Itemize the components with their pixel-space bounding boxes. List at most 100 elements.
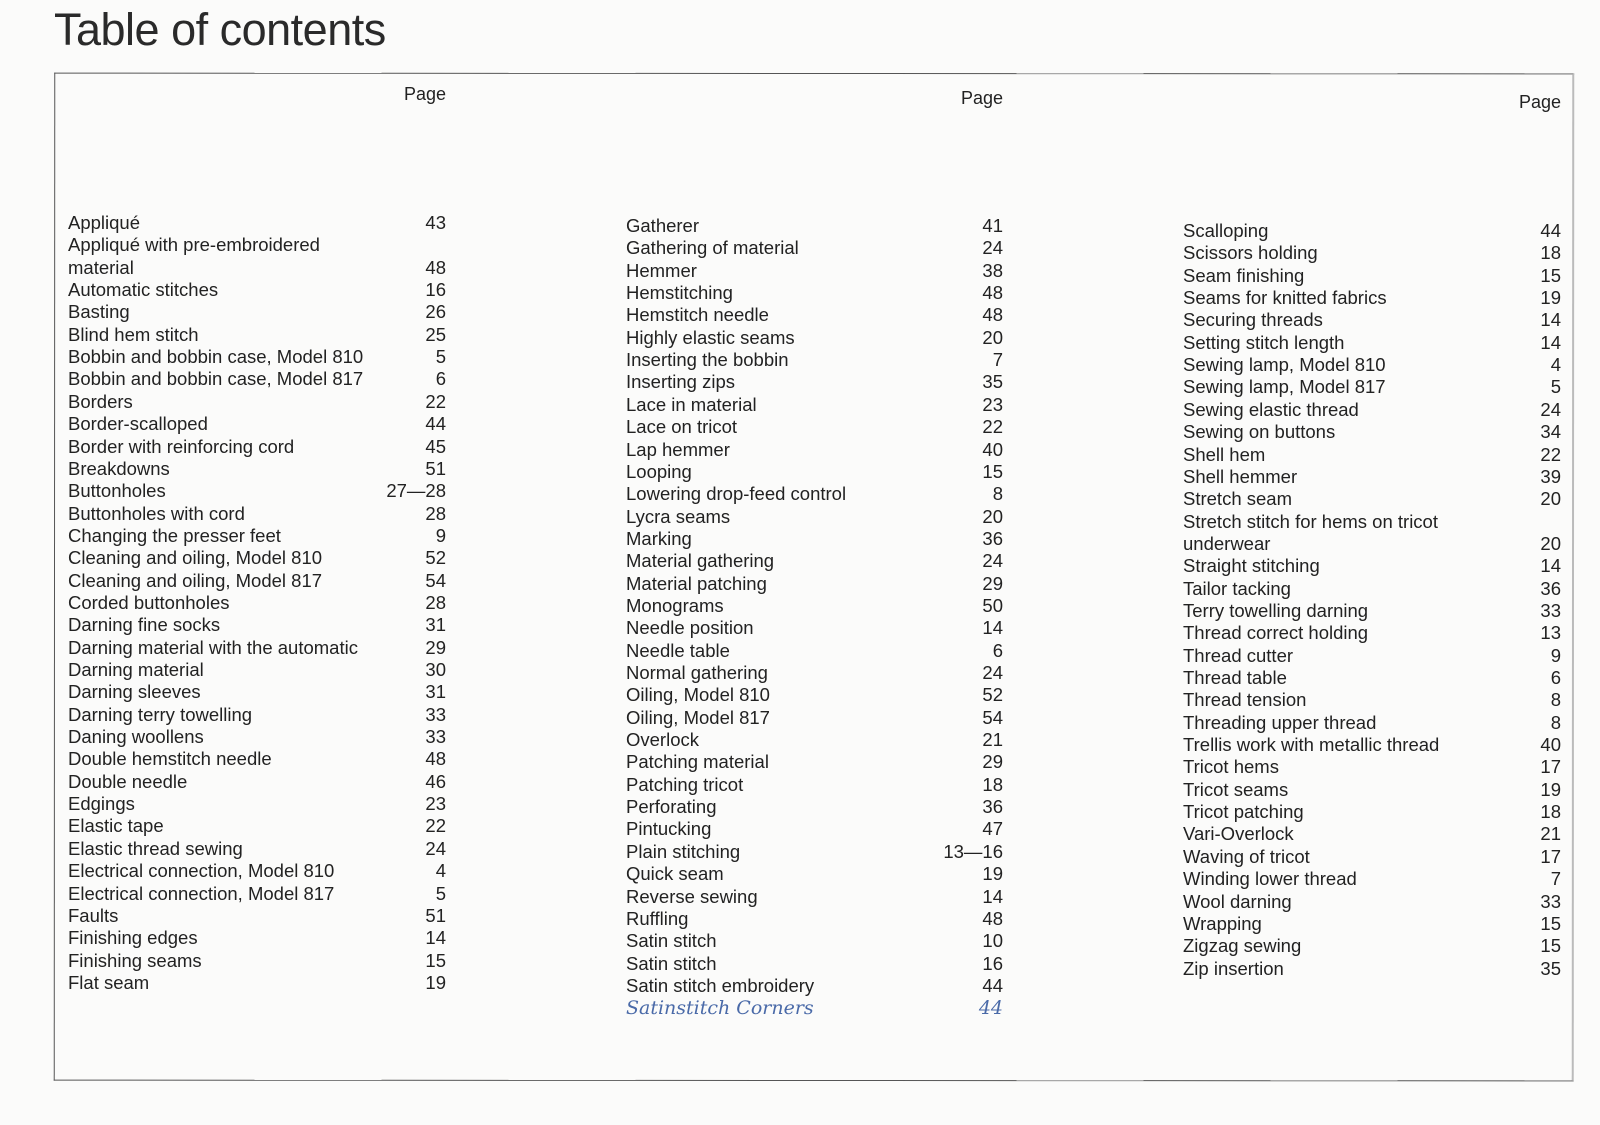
toc-entry: Sewing lamp, Model 810 4 — [1183, 354, 1561, 376]
entry-title: Faults — [68, 904, 119, 926]
entry-title: Electrical connection, Model 810 — [68, 860, 335, 882]
toc-entry: Normal gathering 24 — [626, 662, 1003, 684]
toc-entry: Monograms 50 — [626, 595, 1003, 617]
toc-entry: Lace in material 23 — [626, 394, 1003, 416]
toc-entry: Bobbin and bobbin case, Model 817 6 — [68, 368, 446, 390]
entry-title: Hemmer — [626, 259, 697, 281]
entry-page: 29 — [982, 751, 1003, 773]
entry-title: Blind hem stitch — [68, 323, 199, 345]
entry-page: 8 — [992, 483, 1003, 505]
entry-title: Thread table — [1183, 667, 1287, 688]
toc-entry: Overlock 21 — [626, 729, 1003, 751]
entry-title: Monograms — [626, 594, 724, 616]
toc-entry: Pintucking 47 — [626, 818, 1003, 840]
toc-entry: Material gathering 24 — [626, 550, 1003, 572]
toc-entry: Patching tricot 18 — [626, 774, 1003, 796]
toc-entry: Border-scalloped 44 — [68, 413, 446, 435]
toc-entry: Lace on tricot 22 — [626, 416, 1003, 438]
toc-entry: Tricot patching 18 — [1183, 801, 1561, 823]
entry-title: Hemstitching — [626, 282, 733, 304]
toc-entry: Sewing elastic thread 24 — [1183, 399, 1561, 421]
entry-page: 22 — [982, 416, 1003, 438]
entry-page: 15 — [1540, 935, 1561, 957]
entry-page: 36 — [1540, 577, 1561, 599]
toc-entry: Terry towelling darning 33 — [1183, 600, 1561, 622]
entry-title: Gatherer — [626, 215, 700, 236]
entry-title: Bobbin and bobbin case, Model 817 — [68, 368, 364, 390]
toc-entry: Patching material 29 — [626, 751, 1003, 773]
entry-page: 15 — [982, 460, 1003, 482]
toc-entry: Stretch stitch for hems on tricot — [1183, 511, 1561, 533]
entry-title: Lace in material — [626, 393, 757, 415]
entry-page: 7 — [1550, 868, 1561, 890]
toc-entry: Hemstitch needle 48 — [626, 304, 1003, 326]
entry-page: 17 — [1540, 845, 1561, 867]
entry-page: 21 — [982, 729, 1003, 751]
toc-entry: Lycra seams 20 — [626, 506, 1003, 528]
toc-entry: Shell hem 22 — [1183, 444, 1561, 466]
entry-page: 15 — [425, 949, 446, 971]
entry-title: Overlock — [626, 729, 699, 751]
entry-title: Zip insertion — [1183, 957, 1284, 979]
entry-page: 51 — [425, 457, 446, 479]
toc-entry: Edgings 23 — [68, 793, 446, 815]
entry-page: 14 — [425, 927, 446, 949]
entry-page: 27—28 — [386, 480, 446, 502]
toc-entry: Automatic stitches 16 — [68, 279, 446, 301]
toc-entry: Elastic thread sewing 24 — [68, 838, 446, 860]
toc-entry: Tailor tacking 36 — [1183, 578, 1561, 600]
entry-title: Wool darning — [1183, 890, 1292, 912]
entry-title: Tricot patching — [1183, 801, 1304, 823]
entry-title: Material gathering — [626, 550, 775, 572]
entry-page: 7 — [992, 349, 1003, 371]
entry-page: 28 — [425, 502, 446, 524]
toc-entry: Ruffling 48 — [626, 908, 1003, 930]
entry-page: 9 — [1550, 644, 1561, 666]
entry-page: 31 — [425, 614, 446, 636]
entry-page: 4 — [435, 860, 446, 882]
entry-page: 36 — [982, 527, 1003, 549]
entry-title: Elastic tape — [68, 815, 164, 837]
entry-title: Oiling, Model 810 — [626, 684, 770, 706]
entry-page: 13—16 — [943, 840, 1003, 862]
entry-title: material — [68, 256, 134, 278]
entry-title: Thread correct holding — [1183, 622, 1369, 644]
page-header: Page — [960, 88, 1003, 108]
toc-entry: Sewing on buttons 34 — [1183, 421, 1561, 443]
entry-title: Darning fine socks — [68, 614, 221, 636]
entry-page: 48 — [982, 304, 1003, 326]
entry-title: Winding lower thread — [1183, 868, 1357, 890]
entry-page: 15 — [1540, 264, 1561, 286]
entry-title: Edgings — [68, 793, 135, 815]
entry-title: Buttonholes — [68, 480, 166, 502]
entry-page: 6 — [435, 368, 446, 390]
entry-title: Looping — [626, 460, 692, 482]
entry-title: Appliqué — [68, 212, 141, 233]
entry-page: 19 — [425, 971, 446, 993]
toc-entry: Securing threads 14 — [1183, 309, 1561, 331]
toc-entry: Double needle 46 — [68, 771, 446, 793]
entry-title: Border-scalloped — [68, 413, 208, 435]
toc-entry: Gatherer 41 — [626, 215, 1003, 237]
entry-title: Hemstitch needle — [626, 304, 769, 326]
entry-title: Inserting the bobbin — [626, 349, 789, 371]
entry-title: Automatic stitches — [68, 279, 219, 301]
entry-page: 25 — [425, 323, 446, 345]
entry-page: 14 — [1540, 555, 1561, 577]
entry-title: Material patching — [626, 572, 767, 594]
entry-page: 33 — [425, 726, 446, 748]
entry-title: Inserting zips — [626, 371, 735, 393]
entry-title: Scissors holding — [1183, 242, 1318, 264]
entry-title: Satin stitch — [626, 952, 717, 974]
toc-entry: Breakdowns 51 — [68, 458, 446, 480]
entry-page: 43 — [425, 212, 446, 233]
toc-entry: Faults 51 — [68, 905, 446, 927]
toc-entry: Needle table 6 — [626, 640, 1003, 662]
toc-entry: Scalloping 44 — [1183, 220, 1561, 242]
entry-title: Needle position — [626, 617, 754, 639]
entry-title: Satinstitch Corners — [626, 997, 814, 1020]
toc-entry: Thread cutter 9 — [1183, 645, 1561, 667]
entry-page: 24 — [982, 662, 1003, 683]
entry-page: 34 — [1540, 421, 1561, 443]
toc-entry: Darning material 30 — [68, 659, 446, 681]
